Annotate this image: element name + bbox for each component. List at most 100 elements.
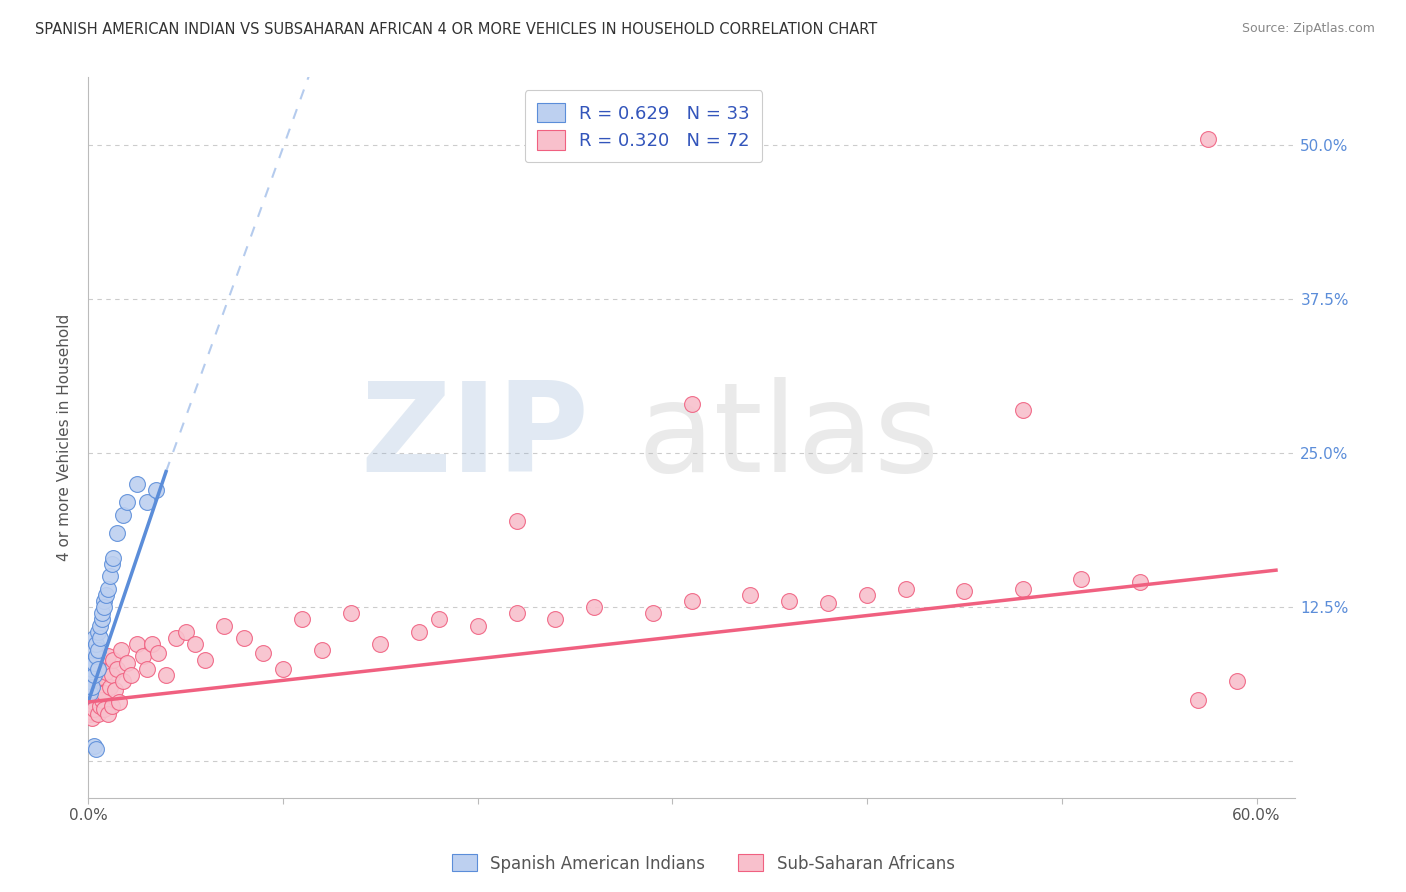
Point	[184, 637, 207, 651]
Point	[79, 707, 101, 722]
Point	[80, 705, 103, 719]
Point	[83, 668, 105, 682]
Point	[80, 680, 103, 694]
Point	[953, 584, 976, 599]
Point	[100, 698, 122, 713]
Point	[148, 646, 170, 660]
Point	[93, 600, 115, 615]
Point	[83, 631, 105, 645]
Point	[165, 631, 187, 645]
Point	[87, 643, 110, 657]
Point	[84, 741, 107, 756]
Point	[79, 673, 101, 688]
Point	[120, 668, 142, 682]
Point	[87, 624, 110, 639]
Point	[291, 612, 314, 626]
Point	[544, 612, 567, 626]
Point	[105, 662, 128, 676]
Point	[80, 662, 103, 676]
Point	[83, 739, 105, 754]
Point	[135, 495, 157, 509]
Point	[104, 682, 127, 697]
Point	[87, 662, 110, 676]
Point	[100, 668, 122, 682]
Point	[1129, 575, 1152, 590]
Point	[311, 643, 333, 657]
Point	[108, 695, 131, 709]
Point	[174, 624, 197, 639]
Point	[97, 707, 120, 722]
Point	[740, 588, 762, 602]
Point	[87, 662, 110, 676]
Point	[83, 656, 105, 670]
Point	[145, 483, 167, 497]
Point	[1226, 673, 1249, 688]
Point	[94, 665, 117, 680]
Point	[856, 588, 879, 602]
Point	[87, 686, 110, 700]
Point	[125, 477, 148, 491]
Point	[93, 594, 115, 608]
Point	[641, 607, 664, 621]
Point	[340, 607, 363, 621]
Point	[79, 686, 101, 700]
Point	[271, 662, 294, 676]
Point	[115, 495, 138, 509]
Text: SPANISH AMERICAN INDIAN VS SUBSAHARAN AFRICAN 4 OR MORE VEHICLES IN HOUSEHOLD CO: SPANISH AMERICAN INDIAN VS SUBSAHARAN AF…	[35, 22, 877, 37]
Point	[89, 698, 111, 713]
Y-axis label: 4 or more Vehicles in Household: 4 or more Vehicles in Household	[58, 314, 72, 561]
Point	[89, 631, 111, 645]
Point	[89, 618, 111, 632]
Point	[84, 637, 107, 651]
Point	[93, 686, 115, 700]
Point	[105, 526, 128, 541]
Point	[232, 631, 254, 645]
Point	[1070, 572, 1092, 586]
Text: atlas: atlas	[637, 377, 939, 499]
Point	[80, 711, 103, 725]
Point	[93, 702, 115, 716]
Point	[98, 569, 121, 583]
Point	[80, 656, 103, 670]
Point	[87, 707, 110, 722]
Point	[83, 643, 105, 657]
Point	[112, 508, 135, 522]
Point	[103, 550, 125, 565]
Point	[84, 682, 107, 697]
Point	[194, 653, 217, 667]
Point	[778, 594, 800, 608]
Point	[583, 600, 606, 615]
Point	[90, 607, 112, 621]
Point	[103, 653, 125, 667]
Legend: R = 0.629   N = 33, R = 0.320   N = 72: R = 0.629 N = 33, R = 0.320 N = 72	[524, 90, 762, 162]
Point	[505, 607, 527, 621]
Point	[83, 673, 105, 688]
Point	[98, 680, 121, 694]
Point	[368, 637, 391, 651]
Point	[817, 596, 839, 610]
Text: Source: ZipAtlas.com: Source: ZipAtlas.com	[1241, 22, 1375, 36]
Point	[100, 557, 122, 571]
Point	[97, 582, 120, 596]
Point	[112, 673, 135, 688]
Point	[681, 397, 703, 411]
Point	[97, 649, 120, 664]
Point	[681, 594, 703, 608]
Point	[131, 649, 153, 664]
Point	[1197, 132, 1219, 146]
Point	[141, 637, 163, 651]
Point	[90, 656, 112, 670]
Point	[83, 702, 105, 716]
Point	[115, 656, 138, 670]
Point	[894, 582, 917, 596]
Point	[90, 692, 112, 706]
Point	[505, 514, 527, 528]
Point	[467, 618, 489, 632]
Point	[90, 612, 112, 626]
Point	[84, 668, 107, 682]
Point	[125, 637, 148, 651]
Point	[135, 662, 157, 676]
Point	[427, 612, 450, 626]
Point	[89, 670, 111, 684]
Point	[1011, 403, 1033, 417]
